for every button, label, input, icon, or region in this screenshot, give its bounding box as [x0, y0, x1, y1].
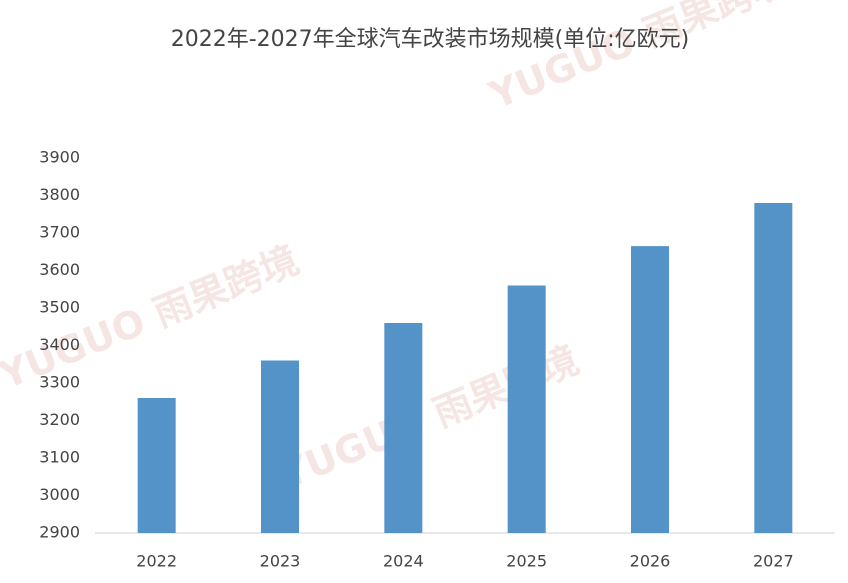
y-tick-label: 3300: [39, 373, 80, 392]
y-tick-label: 3900: [39, 148, 80, 167]
y-tick-label: 2900: [39, 523, 80, 542]
bar: [631, 246, 669, 533]
y-tick-label: 3500: [39, 298, 80, 317]
bar: [754, 203, 793, 533]
bar: [384, 323, 423, 533]
watermark: YUGUO 雨果跨境: [482, 0, 794, 118]
x-tick-label: 2024: [383, 552, 424, 571]
y-tick-label: 3200: [39, 410, 80, 429]
bar: [261, 360, 299, 533]
y-tick-label: 3400: [39, 335, 80, 354]
x-tick-label: 2022: [136, 552, 177, 571]
bar: [507, 285, 546, 533]
x-tick-label: 2025: [506, 552, 547, 571]
y-tick-label: 3800: [39, 185, 80, 204]
y-tick-label: 3600: [39, 260, 80, 279]
y-tick-label: 3000: [39, 485, 80, 504]
x-tick-label: 2026: [630, 552, 671, 571]
y-tick-label: 3100: [39, 448, 80, 467]
bar: [137, 398, 176, 533]
x-tick-label: 2023: [260, 552, 301, 571]
x-tick-label: 2027: [753, 552, 794, 571]
y-tick-label: 3700: [39, 223, 80, 242]
chart-title: 2022年-2027年全球汽车改装市场规模(单位:亿欧元): [171, 27, 690, 52]
